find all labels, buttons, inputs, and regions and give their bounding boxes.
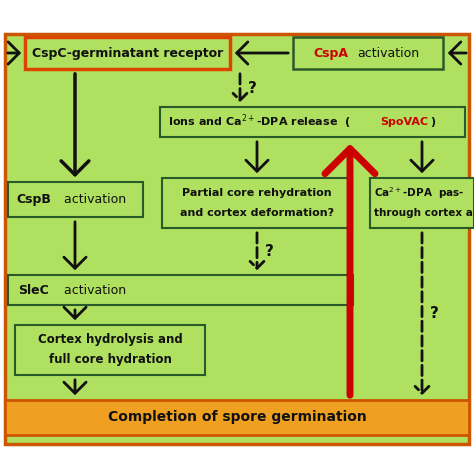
Text: activation: activation: [60, 283, 126, 297]
Bar: [25, 37, 230, 69]
Text: through cortex and: through cortex and: [374, 208, 474, 218]
Text: ?: ?: [248, 81, 257, 95]
Text: CspC-germinatant receptor: CspC-germinatant receptor: [32, 46, 223, 60]
Text: SpoVAC: SpoVAC: [380, 117, 428, 127]
Bar: [162, 178, 352, 228]
Text: Completion of spore germination: Completion of spore germination: [108, 410, 366, 425]
Bar: [370, 178, 474, 228]
Bar: [8, 182, 143, 217]
Bar: [293, 37, 443, 69]
Text: CspB: CspB: [16, 193, 51, 206]
Text: Partial core rehydration: Partial core rehydration: [182, 188, 332, 198]
Text: and cortex deformation?: and cortex deformation?: [180, 208, 334, 218]
Text: ?: ?: [265, 244, 274, 259]
Bar: [15, 325, 205, 375]
Bar: [8, 275, 353, 305]
Text: SleC: SleC: [18, 283, 49, 297]
Bar: [160, 107, 465, 137]
Text: Ca$^{2+}$-DPA  pas-: Ca$^{2+}$-DPA pas-: [374, 185, 465, 201]
Text: activation: activation: [60, 193, 126, 206]
Text: ): ): [430, 117, 435, 127]
Text: ?: ?: [430, 307, 439, 321]
Text: Cortex hydrolysis and: Cortex hydrolysis and: [37, 334, 182, 346]
Text: activation: activation: [357, 46, 419, 60]
Bar: [5, 400, 469, 435]
Text: full core hydration: full core hydration: [48, 354, 172, 366]
Text: Ions and Ca$^{2+}$-DPA release  (: Ions and Ca$^{2+}$-DPA release (: [168, 113, 351, 131]
Bar: [5, 34, 469, 444]
Text: CspA: CspA: [313, 46, 348, 60]
